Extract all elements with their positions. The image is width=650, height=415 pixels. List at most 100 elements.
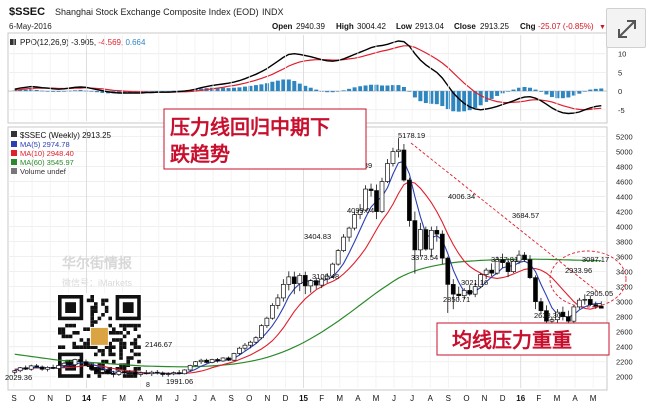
qr-module xyxy=(68,334,73,339)
candle-body xyxy=(248,341,253,346)
candle-body xyxy=(111,373,116,375)
ppo-hist-bar xyxy=(560,91,565,99)
price-point-label: 3097.17 xyxy=(582,255,609,264)
qr-module xyxy=(108,323,112,328)
x-tick-label: A xyxy=(355,394,361,403)
ppo-hist-bar xyxy=(506,91,511,92)
candle-body xyxy=(105,369,111,374)
x-tick-label: D xyxy=(65,394,71,403)
candle-body xyxy=(412,220,418,251)
ppo-hist-bar xyxy=(221,87,226,92)
qr-module xyxy=(112,352,116,357)
x-tick-label: S xyxy=(11,394,16,403)
qr-module xyxy=(133,341,138,346)
price-tick-label: 3800 xyxy=(616,238,633,247)
ppo-hist-bar xyxy=(281,79,286,92)
ppo-legend-signal: -4.569, xyxy=(98,38,123,47)
candle-body xyxy=(72,359,78,366)
qr-logo xyxy=(89,326,109,346)
qr-module xyxy=(97,349,102,353)
qr-module xyxy=(86,374,91,378)
x-tick-label: M xyxy=(590,394,597,403)
qr-module xyxy=(61,345,66,349)
candle-body xyxy=(494,259,500,274)
candle-body xyxy=(483,269,489,275)
qr-module xyxy=(97,316,102,321)
price-point-label: 2850.71 xyxy=(443,295,470,304)
ppo-hist-bar xyxy=(193,89,198,92)
candle-body xyxy=(143,372,149,375)
chart-exchange: INDX xyxy=(262,7,284,17)
candle-body xyxy=(527,259,533,278)
x-tick-label: J xyxy=(193,394,197,403)
ppo-tick-label: 10 xyxy=(618,50,626,59)
ppo-hist-bar xyxy=(434,91,439,105)
ppo-hist-bar xyxy=(440,91,445,107)
candle-body xyxy=(511,260,516,272)
ppo-hist-bar xyxy=(456,91,461,112)
qr-module xyxy=(137,334,141,339)
qr-module xyxy=(119,338,123,342)
candle-body xyxy=(182,369,188,375)
ppo-histogram xyxy=(12,79,604,112)
ppo-hist-bar xyxy=(270,81,275,92)
candle-body xyxy=(324,275,330,280)
ppo-hist-bar xyxy=(599,88,604,92)
ppo-hist-bar xyxy=(347,88,352,92)
ppo-hist-bar xyxy=(51,91,56,92)
qr-module xyxy=(133,338,138,342)
qr-module xyxy=(119,349,123,353)
candle-body xyxy=(100,369,105,373)
price-tick-label: 4400 xyxy=(616,193,633,202)
x-tick-label: D xyxy=(500,394,506,403)
x-tick-label: N xyxy=(264,394,270,403)
chart-date: 6-May-2016 xyxy=(9,22,52,31)
candle-body xyxy=(132,371,138,375)
qr-module xyxy=(133,367,138,371)
price-tick-label: 2000 xyxy=(616,373,633,382)
qr-module xyxy=(101,302,105,306)
qr-module xyxy=(133,327,138,331)
qr-module xyxy=(79,345,84,349)
price-point-label: 3373.54 xyxy=(411,253,438,262)
expand-button[interactable] xyxy=(606,8,646,48)
candle-body xyxy=(587,299,593,306)
qr-module xyxy=(101,363,105,367)
candle-body xyxy=(39,366,45,370)
candle-body xyxy=(374,190,379,212)
qr-module xyxy=(133,374,138,378)
candle-body xyxy=(363,188,368,211)
qr-module xyxy=(119,341,123,346)
ppo-tick-label: 0 xyxy=(618,87,622,96)
ppo-hist-bar xyxy=(544,91,549,95)
candle-body xyxy=(302,275,308,287)
ppo-hist-bar xyxy=(489,91,494,99)
qr-module xyxy=(108,349,112,353)
qr-module xyxy=(58,331,62,335)
high-value: 3004.42 xyxy=(357,22,386,31)
candle-body xyxy=(533,277,538,303)
price-point-label: 2146.67 xyxy=(145,340,172,349)
candle-body xyxy=(17,367,23,372)
ppo-hist-bar xyxy=(341,90,346,92)
qr-finder-eye xyxy=(65,302,76,313)
ppo-hist-bar xyxy=(18,89,23,92)
candle-body xyxy=(67,362,72,366)
candle-body xyxy=(576,299,582,308)
ppo-legend-hist: 0.664 xyxy=(125,38,146,47)
qr-module xyxy=(137,359,141,364)
candle-body xyxy=(297,275,303,284)
ppo-hist-bar xyxy=(275,80,280,92)
price-point-label: 1991.06 xyxy=(166,377,193,386)
qr-module xyxy=(112,327,116,331)
qr-module xyxy=(126,323,130,328)
candle-body xyxy=(418,229,423,251)
candle-body xyxy=(538,301,544,312)
candle-body xyxy=(94,368,100,373)
qr-module xyxy=(130,374,134,378)
qr-module xyxy=(97,363,102,367)
qr-module xyxy=(83,341,87,346)
qr-module xyxy=(137,323,141,328)
ppo-hist-bar xyxy=(166,91,171,92)
